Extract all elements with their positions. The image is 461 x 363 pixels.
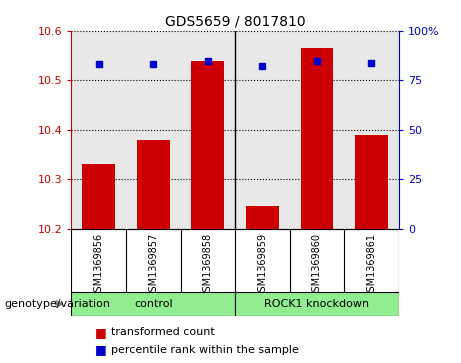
Bar: [301, 48, 333, 229]
Text: GSM1369861: GSM1369861: [366, 233, 377, 298]
Bar: [246, 207, 279, 229]
Text: GSM1369857: GSM1369857: [148, 233, 158, 298]
Text: ROCK1 knockdown: ROCK1 knockdown: [264, 299, 370, 309]
Title: GDS5659 / 8017810: GDS5659 / 8017810: [165, 14, 306, 28]
Text: ■: ■: [95, 326, 106, 339]
Bar: [137, 140, 170, 229]
Text: transformed count: transformed count: [111, 327, 214, 337]
Text: ■: ■: [95, 343, 106, 356]
Bar: [71, 292, 235, 316]
Bar: [355, 135, 388, 229]
Bar: [191, 61, 224, 229]
Text: percentile rank within the sample: percentile rank within the sample: [111, 344, 299, 355]
Bar: [83, 164, 115, 229]
Bar: [235, 292, 399, 316]
Text: control: control: [134, 299, 172, 309]
Text: GSM1369860: GSM1369860: [312, 233, 322, 298]
Text: GSM1369859: GSM1369859: [257, 233, 267, 298]
Text: genotype/variation: genotype/variation: [5, 299, 111, 309]
Text: GSM1369856: GSM1369856: [94, 233, 104, 298]
Text: GSM1369858: GSM1369858: [203, 233, 213, 298]
